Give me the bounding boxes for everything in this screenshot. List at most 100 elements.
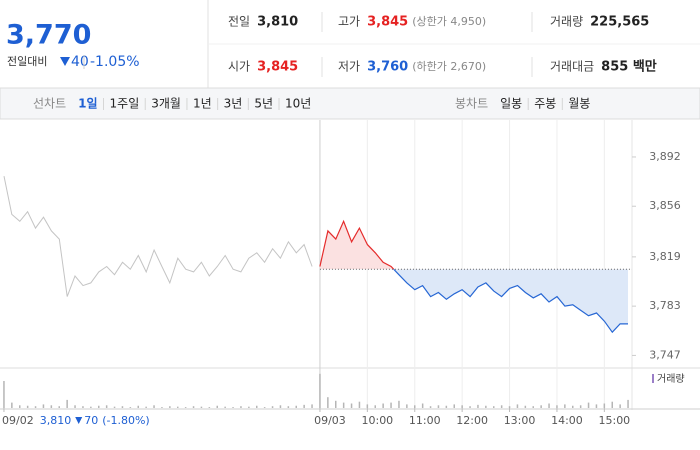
volume-bar xyxy=(461,405,463,408)
info-note: (상한가 4,950) xyxy=(412,15,486,28)
volume-bar xyxy=(256,405,258,408)
x-tick-label: 12:00 xyxy=(456,414,488,427)
volume-bar xyxy=(26,405,29,408)
volume-bar xyxy=(587,402,590,408)
tab[interactable]: 5년 xyxy=(254,97,273,111)
x-tick-label: 09/02 xyxy=(2,414,34,427)
volume-bar xyxy=(516,404,519,408)
change-rate: -1.05% xyxy=(90,54,140,70)
down-icon xyxy=(75,417,83,424)
volume-bar xyxy=(335,400,337,408)
volume-bar xyxy=(232,407,234,408)
volume-bar xyxy=(350,403,353,408)
volume-bar xyxy=(603,403,606,408)
volume-bar xyxy=(279,405,282,408)
x-tick-label: 14:00 xyxy=(551,414,583,427)
x-tick-label: 15:00 xyxy=(598,414,630,427)
volume-bar xyxy=(216,405,218,408)
volume-bar xyxy=(50,405,53,408)
volume-bar xyxy=(3,381,5,408)
volume-bar xyxy=(366,404,369,408)
x-tick-label: 09/03 xyxy=(314,414,346,427)
volume-bar xyxy=(611,401,613,408)
volume-bar xyxy=(129,407,132,408)
volume-bar xyxy=(548,403,550,408)
volume-bar xyxy=(184,407,187,408)
info-value: 225,565 xyxy=(590,15,649,30)
volume-bar xyxy=(414,405,416,408)
info-note: (하한가 2,670) xyxy=(412,59,486,73)
volume-bar xyxy=(342,402,345,408)
volume-bar xyxy=(327,397,329,408)
price-area-down xyxy=(319,269,628,333)
volume-bar xyxy=(295,405,297,408)
volume-bar xyxy=(595,404,598,408)
volume-bar xyxy=(200,406,203,408)
x-tick-label: 11:00 xyxy=(409,414,441,427)
volume-bar xyxy=(192,406,195,408)
tab[interactable]: 1일 xyxy=(78,97,97,111)
price-line-down xyxy=(392,269,628,334)
volume-bar xyxy=(406,404,408,408)
volume-bar xyxy=(161,407,163,408)
volume-bar xyxy=(564,404,566,408)
tab[interactable]: 1주일 xyxy=(110,97,140,111)
volume-bar xyxy=(421,403,424,408)
tab[interactable]: 3년 xyxy=(224,97,243,111)
info-value: 3,810 xyxy=(257,15,298,30)
volume-bar xyxy=(105,405,108,408)
volume-bar xyxy=(177,406,179,408)
tab[interactable]: 월봉 xyxy=(568,97,590,111)
tab[interactable]: 주봉 xyxy=(534,97,556,111)
tab-group-label: 선차트 xyxy=(33,97,66,111)
info-value: 3,760 xyxy=(367,60,408,75)
volume-bar xyxy=(429,406,432,408)
volume-bar xyxy=(19,405,21,408)
volume-bar xyxy=(82,406,84,408)
tab[interactable]: 일봉 xyxy=(500,97,522,111)
volume-bar xyxy=(485,405,487,408)
volume-bar xyxy=(145,406,147,408)
volume-bar xyxy=(303,404,305,408)
volume-bar xyxy=(493,406,495,408)
volume-bar xyxy=(263,407,266,408)
volume-bar xyxy=(169,406,171,408)
volume-bar xyxy=(508,406,511,408)
tab[interactable]: 1년 xyxy=(193,97,212,111)
volume-bar xyxy=(208,407,211,408)
volume-bar xyxy=(572,405,574,408)
tab[interactable]: 3개월 xyxy=(151,97,181,111)
volume-bar xyxy=(90,406,92,408)
x-tick-label: 10:00 xyxy=(361,414,393,427)
y-tick-label: 3,892 xyxy=(649,150,681,163)
prev-change: 70 xyxy=(84,414,98,427)
y-tick-label: 3,819 xyxy=(649,250,681,263)
info-label: 거래대금 xyxy=(550,60,594,74)
volume-bar xyxy=(469,406,471,408)
volume-bar xyxy=(319,373,321,408)
volume-bar xyxy=(58,406,60,408)
volume-bar xyxy=(500,405,503,408)
info-value: 3,845 xyxy=(257,60,298,75)
tab[interactable]: 10년 xyxy=(285,97,311,111)
info-label: 거래량 xyxy=(550,15,583,29)
volume-bar xyxy=(224,406,226,408)
price-line xyxy=(3,176,313,297)
info-label: 전일 xyxy=(228,15,250,29)
volume-bar xyxy=(74,405,76,408)
volume-bar xyxy=(398,400,400,408)
volume-bar xyxy=(113,406,116,408)
volume-bar xyxy=(556,405,558,408)
volume-bar xyxy=(445,405,448,408)
volume-bar xyxy=(524,405,527,408)
volume-bar xyxy=(66,399,68,408)
volume-legend: 거래량 xyxy=(657,373,685,385)
volume-bar xyxy=(121,406,124,408)
info-value: 855 백만 xyxy=(601,59,657,75)
volume-bar xyxy=(98,405,100,408)
price: 3,770 xyxy=(6,20,91,51)
volume-bar xyxy=(271,406,274,408)
volume-bar xyxy=(453,404,455,408)
down-icon xyxy=(60,57,70,66)
